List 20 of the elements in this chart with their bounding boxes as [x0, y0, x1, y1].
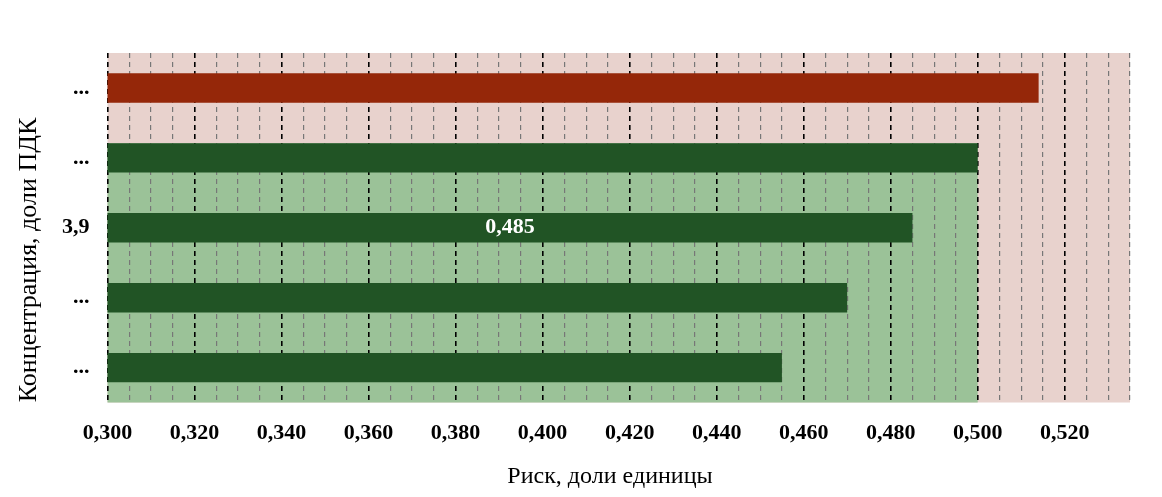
x-tick-label: 0,380: [430, 419, 481, 445]
x-tick-label: 0,360: [343, 419, 394, 445]
x-tick-label: 0,440: [691, 419, 742, 445]
x-tick-label: 0,460: [778, 419, 829, 445]
x-tick-label: 0,520: [1039, 419, 1090, 445]
y-tick-label: ...: [73, 353, 90, 379]
x-tick-label: 0,480: [865, 419, 916, 445]
x-tick-label: 0,300: [82, 419, 133, 445]
x-tick-label: 0,500: [952, 419, 1003, 445]
x-tick-label: 0,400: [517, 419, 568, 445]
y-axis-title: Концентрация, доли ПДК: [13, 117, 43, 403]
y-tick-label: 3,9: [62, 213, 90, 239]
x-tick-label: 0,420: [604, 419, 655, 445]
y-tick-label: ...: [73, 73, 90, 99]
y-tick-label: ...: [73, 143, 90, 169]
x-axis-title: Риск, доли единицы: [506, 462, 714, 489]
data-label: 0,485: [485, 213, 535, 239]
x-tick-label: 0,340: [256, 419, 307, 445]
y-tick-label: ...: [73, 283, 90, 309]
x-tick-label: 0,320: [169, 419, 220, 445]
